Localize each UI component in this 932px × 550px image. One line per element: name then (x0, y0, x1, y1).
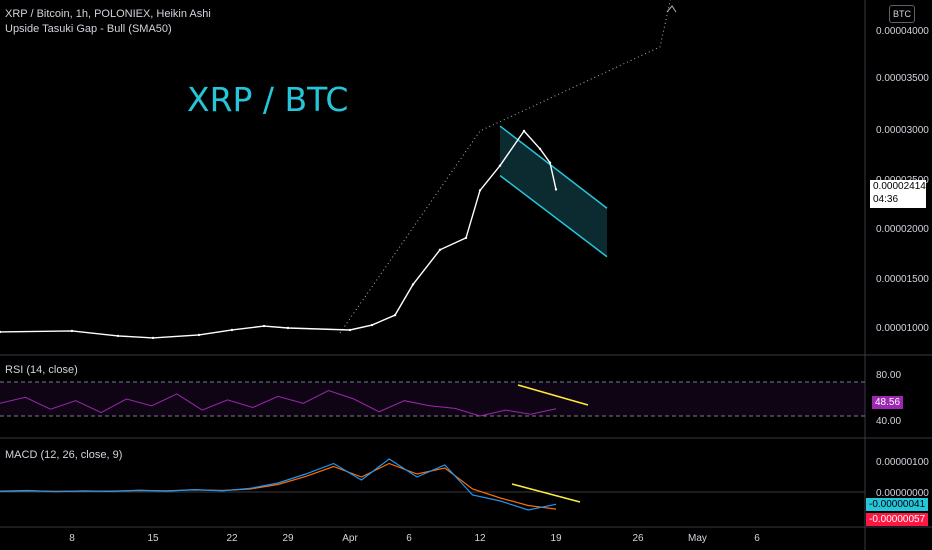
rsi-divergence-line (517, 384, 589, 406)
rsi-value-tag: 48.56 (872, 396, 904, 409)
price-point (393, 313, 397, 317)
price-line (0, 129, 557, 339)
price-point (498, 164, 502, 167)
channel-lower-line (499, 174, 608, 258)
price-point (0, 330, 2, 334)
macd-value-tag: -0.00000041 (866, 498, 929, 511)
rsi-band (0, 382, 865, 416)
indicator-title: Upside Tasuki Gap - Bull (SMA50) (5, 23, 172, 35)
rsi-tick-80: 80.00 (876, 370, 902, 381)
price-point (286, 326, 290, 330)
price-tick-label: 0.00002000 (876, 224, 929, 235)
time-tick-label: 26 (632, 533, 644, 544)
macd-tick-0: 0.00000000 (876, 488, 929, 499)
price-tick-label: 0.00004000 (876, 26, 929, 37)
price-point (478, 189, 482, 192)
last-price-value: 0.00002414 (873, 181, 926, 192)
symbol-title: XRP / Bitcoin, 1h, POLONIEX, Heikin Ashi (5, 8, 211, 20)
macd-label: MACD (12, 26, close, 9) (5, 449, 123, 461)
currency-button[interactable]: BTC (889, 5, 915, 23)
price-point (522, 129, 526, 133)
channel-fill (500, 126, 607, 257)
projection-line (339, 0, 671, 334)
last-price-tag: 0.00002414 04:36 (870, 180, 926, 208)
time-tick-label: 19 (550, 533, 562, 544)
time-tick-label: 22 (226, 533, 238, 544)
time-tick-label: 6 (754, 533, 760, 544)
price-tick-label: 0.00003000 (876, 125, 929, 136)
time-tick-label: May (688, 533, 707, 544)
price-point (230, 328, 234, 332)
price-point (70, 329, 74, 333)
macd-divergence-line (511, 483, 581, 503)
time-tick-label: 6 (406, 533, 412, 544)
price-point (411, 283, 415, 286)
price-point (370, 323, 374, 327)
rsi-line (0, 389, 557, 417)
chart-annotation: XRP / BTC (187, 80, 349, 119)
time-tick-label: 29 (282, 533, 294, 544)
macd-tick-100: 0.00000100 (876, 457, 929, 468)
time-tick-label: 12 (474, 533, 486, 544)
price-point (116, 334, 120, 338)
price-tick-label: 0.00003500 (876, 73, 929, 84)
rsi-label: RSI (14, close) (5, 364, 78, 376)
price-point (151, 336, 155, 340)
price-tick-label: 0.00001500 (876, 274, 929, 285)
macd-line (0, 458, 557, 511)
time-tick-label: 8 (69, 533, 75, 544)
time-tick-label: 15 (147, 533, 159, 544)
price-point (262, 324, 266, 328)
price-point (348, 328, 352, 332)
price-point (554, 188, 558, 191)
price-point (464, 236, 468, 240)
price-tick-label: 0.00001000 (876, 323, 929, 334)
price-point (538, 147, 542, 151)
macd-signal-line (0, 462, 557, 510)
rsi-tick-40: 40.00 (876, 416, 902, 427)
countdown-timer: 04:36 (873, 194, 899, 205)
price-point (197, 333, 201, 337)
signal-value-tag: -0.00000057 (866, 513, 929, 526)
time-tick-label: Apr (342, 533, 358, 544)
price-point (548, 161, 552, 164)
price-point (438, 248, 442, 251)
projection-arrowhead (666, 5, 677, 13)
